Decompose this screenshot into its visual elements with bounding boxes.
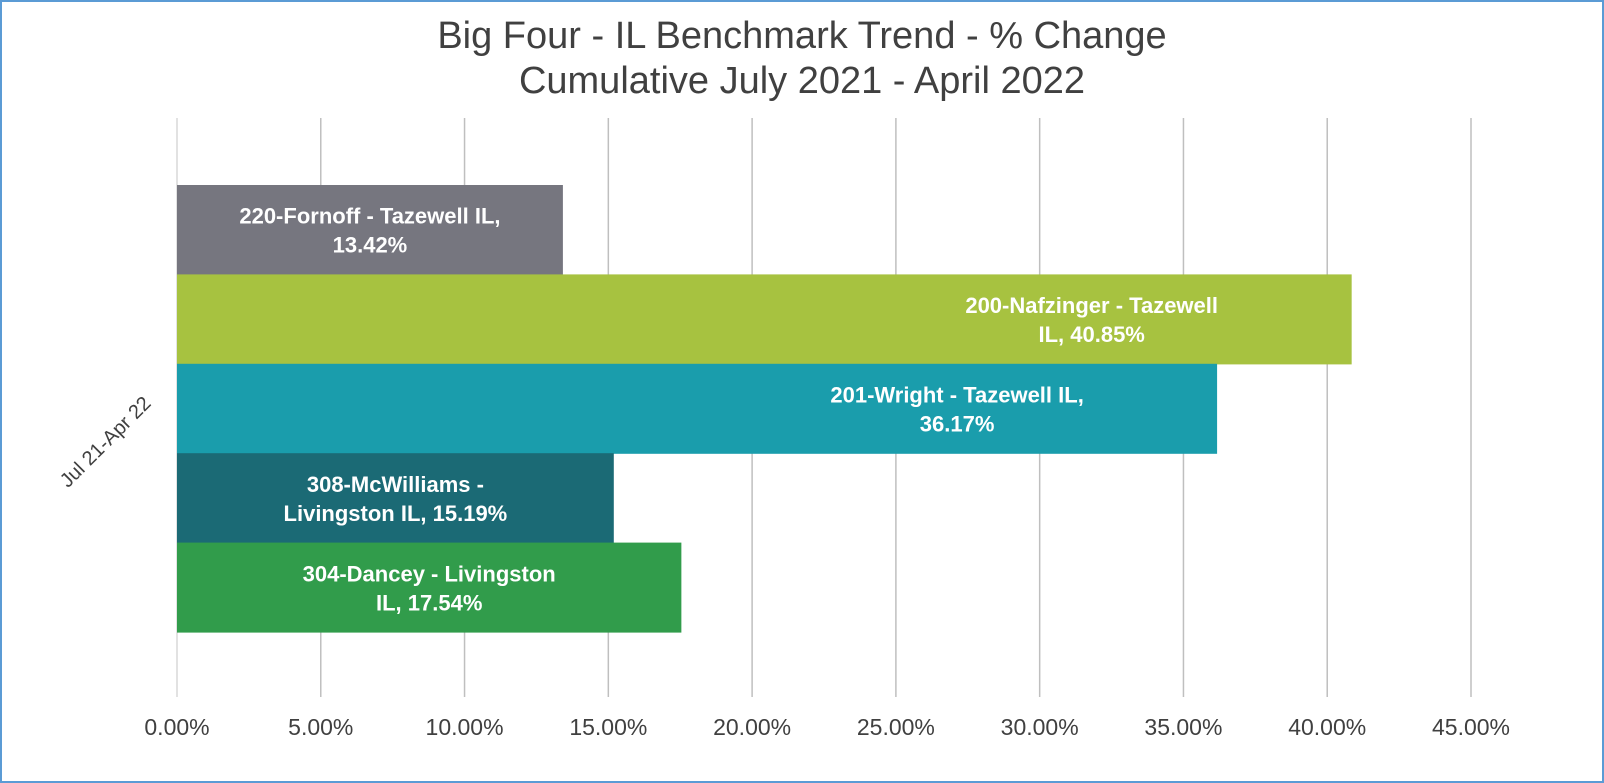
x-tick-label: 5.00%	[288, 714, 353, 740]
data-label-line: 36.17%	[920, 412, 995, 437]
data-label-line: 304-Dancey - Livingston	[303, 561, 556, 586]
data-label-line: IL, 40.85%	[1038, 322, 1144, 347]
x-axis-ticks: 0.00% 5.00% 10.00% 15.00% 20.00% 25.00% 30.00%…	[144, 714, 1510, 740]
category-label: Jul 21-Apr 22	[56, 392, 156, 492]
data-label-line: 220-Fornoff - Tazewell IL,	[239, 204, 500, 229]
data-label-line: 201-Wright - Tazewell IL,	[830, 383, 1083, 408]
data-label-line: 200-Nafzinger - Tazewell	[965, 293, 1218, 318]
data-label-line: IL, 17.54%	[376, 590, 482, 615]
x-tick-label: 35.00%	[1144, 714, 1222, 740]
x-tick-label: 40.00%	[1288, 714, 1366, 740]
data-label: 220-Fornoff - Tazewell IL, 13.42%	[239, 204, 500, 258]
data-label: 308-McWilliams - Livingston IL, 15.19%	[284, 472, 508, 526]
bar	[177, 363, 1218, 454]
x-tick-label: 20.00%	[713, 714, 791, 740]
data-label: 304-Dancey - Livingston IL, 17.54%	[303, 561, 556, 615]
x-tick-label: 25.00%	[857, 714, 935, 740]
data-label: 200-Nafzinger - Tazewell IL, 40.85%	[965, 293, 1218, 347]
bar	[177, 542, 682, 633]
x-tick-label: 0.00%	[144, 714, 209, 740]
bars	[177, 185, 1352, 633]
y-axis-categories: Jul 21-Apr 22	[56, 392, 156, 492]
x-tick-label: 45.00%	[1432, 714, 1510, 740]
bar	[177, 274, 1352, 365]
data-labels: 220-Fornoff - Tazewell IL, 13.42% 200-Nafz…	[239, 204, 1218, 616]
x-tick-label: 15.00%	[569, 714, 647, 740]
data-label: 201-Wright - Tazewell IL, 36.17%	[830, 383, 1083, 437]
bar	[177, 453, 614, 544]
chart-title-line: Big Four - IL Benchmark Trend - % Change	[437, 15, 1167, 57]
data-label-line: Livingston IL, 15.19%	[284, 501, 508, 526]
data-label-line: 13.42%	[333, 233, 408, 258]
chart-subtitle-line: Cumulative July 2021 - April 2022	[518, 60, 1086, 102]
data-label-line: 308-McWilliams -	[307, 472, 484, 497]
x-tick-label: 30.00%	[1001, 714, 1079, 740]
chart-title: Big Four - IL Benchmark Trend - % Change…	[0, 14, 1604, 104]
x-tick-label: 10.00%	[426, 714, 504, 740]
bar	[177, 185, 563, 275]
